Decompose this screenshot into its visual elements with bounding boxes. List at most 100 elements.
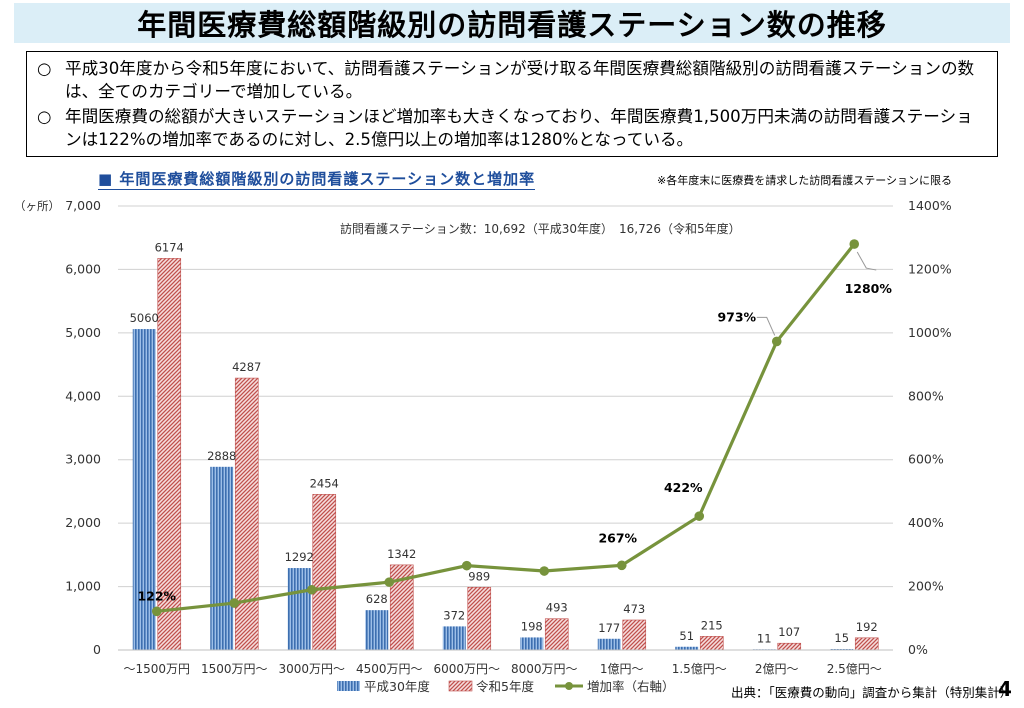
bar-value-label: 6174 (155, 240, 184, 254)
x-tick-label: 1億円～ (600, 662, 644, 676)
bar-heisei30 (597, 638, 621, 650)
legend-swatch-reiwa5 (448, 680, 473, 692)
x-tick-label: 3000万円～ (278, 662, 345, 676)
y-tick-label: 3,000 (65, 452, 101, 467)
y-tick-label: 1,000 (65, 579, 101, 594)
summary-text: 年間医療費の総額が大きいステーションほど増加率も大きくなっており、年間医療費1,… (65, 107, 973, 149)
y2-tick-label: 1000% (908, 325, 952, 340)
y2-tick-label: 0% (908, 642, 928, 657)
bar-reiwa5 (777, 642, 802, 651)
bar-value-label: 1342 (387, 547, 416, 561)
source-note: 出典：「医療費の動向」調査から集計（特別集計） (731, 685, 1013, 700)
summary-text: 平成30年度から令和5年度において、訪問看護ステーションが受け取る年間医療費総額… (65, 59, 975, 101)
x-tick-label: 1500万円～ (201, 662, 268, 676)
y-tick-label: 4,000 (65, 388, 101, 403)
y-tick-label: 2,000 (65, 515, 101, 530)
y-tick-label: 5,000 (65, 325, 101, 340)
bar-value-label: 107 (778, 625, 800, 639)
growth-rate-label: 122% (137, 588, 176, 603)
bar-heisei30 (520, 637, 544, 650)
chart-subtitle: ■ 年間医療費総額階級別の訪問看護ステーション数と増加率 (98, 170, 536, 190)
bar-value-label: 493 (546, 601, 568, 615)
bar-heisei30 (365, 610, 389, 650)
bar-value-label: 1292 (285, 550, 314, 564)
x-tick-label: 1.5億円～ (672, 662, 727, 676)
y2-tick-label: 1200% (908, 261, 952, 276)
y-tick-label: 6,000 (65, 261, 101, 276)
bar-reiwa5 (312, 494, 337, 651)
y2-tick-label: 800% (908, 388, 944, 403)
bar-reiwa5 (622, 619, 647, 651)
bullet-mark: ○ (37, 107, 52, 126)
bar-value-label: 177 (598, 621, 620, 635)
chart-annotation: 訪問看護ステーション数：10,692（平成30年度） 16,726（令和5年度） (340, 221, 741, 236)
bar-value-label: 989 (468, 569, 490, 583)
x-tick-label: 4500万円～ (356, 662, 423, 676)
growth-rate-label: 267% (598, 530, 637, 545)
bar-reiwa5 (234, 377, 259, 651)
growth-rate-label: 1280% (845, 281, 893, 296)
legend-swatch-heisei30 (337, 681, 360, 691)
growth-rate-point (616, 560, 627, 571)
growth-rate-label: 422% (664, 480, 703, 495)
bar-value-label: 4287 (232, 360, 261, 374)
bar-value-label: 473 (623, 602, 645, 616)
growth-rate-point (771, 336, 782, 347)
y2-tick-label: 1400% (908, 198, 952, 213)
bar-heisei30 (442, 626, 466, 650)
growth-rate-label: 973% (717, 309, 756, 324)
legend-label: 平成30年度 (364, 679, 430, 694)
bar-reiwa5 (467, 586, 492, 651)
bar-value-label: 11 (757, 631, 772, 645)
bar-value-label: 372 (443, 608, 465, 622)
bar-reiwa5 (854, 637, 879, 651)
growth-rate-point (694, 511, 705, 521)
y-tick-label: 0 (93, 642, 101, 657)
growth-rate-point (539, 566, 550, 576)
growth-rate-point (849, 239, 860, 249)
x-tick-label: 2億円～ (755, 662, 799, 676)
x-tick-label: ～1500万円 (123, 662, 190, 676)
leader-line (856, 251, 877, 271)
page-number: 4 (998, 677, 1012, 701)
chart-note: ※各年度末に医療費を請求した訪問看護ステーションに限る (657, 174, 952, 187)
bar-value-label: 2454 (310, 476, 339, 490)
legend-label: 令和5年度 (476, 679, 534, 694)
bar-value-label: 5060 (130, 311, 159, 325)
x-tick-label: 8000万円～ (511, 662, 578, 676)
y-tick-label: 7,000 (65, 198, 101, 213)
bar-value-label: 198 (521, 619, 543, 633)
legend-label: 増加率（右軸） (587, 679, 675, 694)
bar-value-label: 192 (856, 620, 878, 634)
bar-value-label: 51 (679, 629, 694, 643)
y2-tick-label: 200% (908, 579, 944, 594)
y-axis-label: （ヶ所） (14, 199, 60, 213)
growth-rate-point (384, 577, 395, 587)
growth-rate-point (461, 560, 472, 571)
bar-heisei30 (132, 329, 156, 650)
x-tick-label: 6000万円～ (433, 662, 500, 676)
growth-rate-point (151, 606, 162, 617)
growth-rate-point (306, 584, 317, 595)
bar-value-label: 2888 (207, 449, 236, 463)
bar-reiwa5 (544, 618, 569, 651)
bar-heisei30 (210, 466, 234, 650)
bar-value-label: 215 (701, 618, 723, 632)
bar-value-label: 15 (834, 631, 849, 645)
title-bar: 年間医療費総額階級別の訪問看護ステーション数の推移 (14, 3, 1010, 43)
summary-bullet: ○ 平成30年度から令和5年度において、訪問看護ステーションが受け取る年間医療費総… (37, 57, 987, 103)
growth-rate-line (156, 243, 856, 613)
leader-line (756, 316, 776, 336)
bar-heisei30 (287, 568, 311, 650)
growth-rate-point (229, 598, 240, 608)
legend-swatch-point (565, 682, 573, 690)
y2-tick-label: 400% (908, 515, 944, 530)
y2-tick-label: 600% (908, 452, 944, 467)
x-tick-label: 2.5億円～ (827, 662, 882, 676)
bar-heisei30 (675, 646, 699, 650)
page-title: 年間医療費総額階級別の訪問看護ステーション数の推移 (137, 8, 887, 42)
bar-value-label: 628 (366, 592, 388, 606)
bullet-mark: ○ (37, 59, 52, 78)
bar-reiwa5 (699, 636, 724, 651)
